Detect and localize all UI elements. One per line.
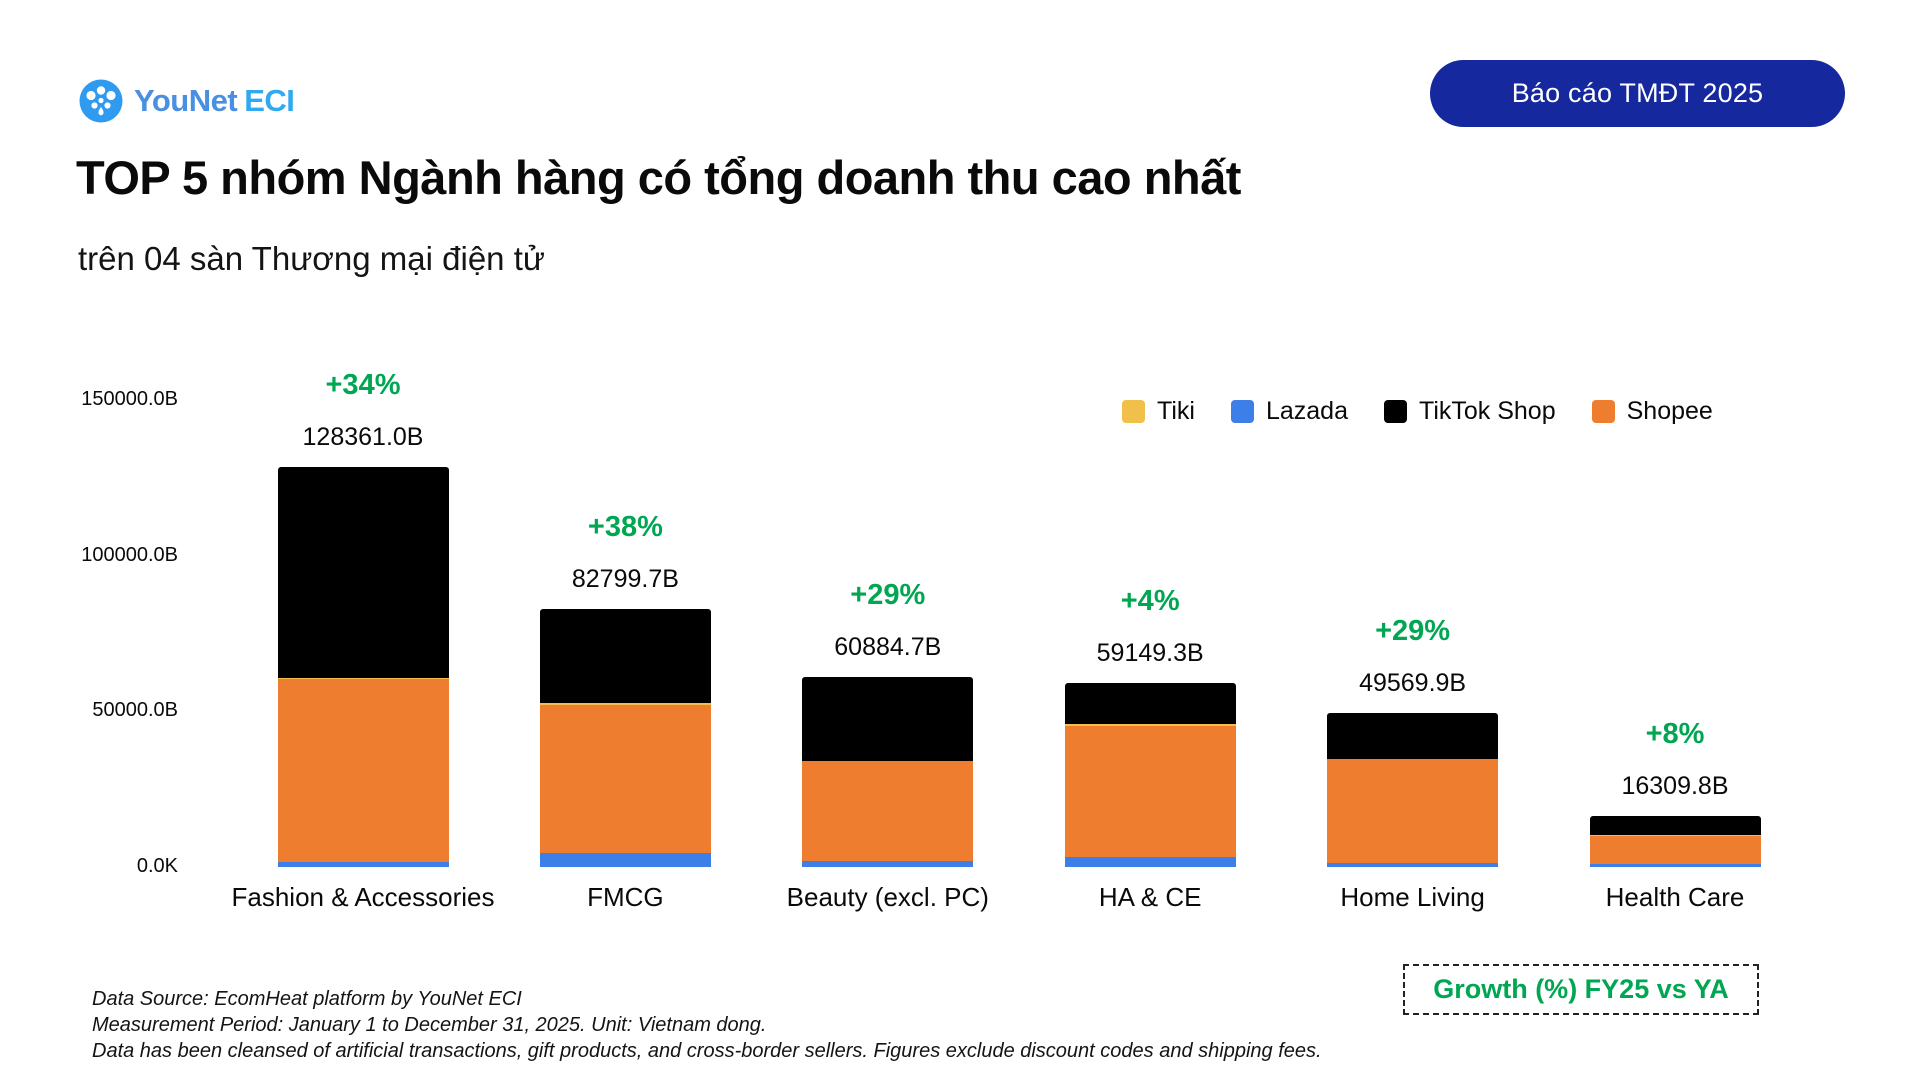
legend-item-tiktok-shop: TikTok Shop — [1383, 397, 1556, 426]
segment-tiki — [1589, 834, 1761, 836]
segment-shopee — [1327, 759, 1499, 863]
bar-growth-label: +29% — [850, 579, 926, 612]
segment-tiktok-shop — [802, 677, 974, 761]
segment-tiktok-shop — [1327, 712, 1499, 759]
bar-beauty-excl-pc- — [802, 677, 974, 867]
segment-tiktok-shop — [539, 609, 711, 704]
bar-total-label: 59149.3B — [1096, 638, 1204, 667]
x-axis-category-label: Health Care — [1605, 882, 1745, 912]
bar-fashion-accessories — [277, 467, 449, 867]
bar-growth-label: +8% — [1645, 718, 1705, 751]
x-axis-category-label: FMCG — [587, 882, 664, 912]
segment-lazada — [277, 862, 449, 867]
legend-label: Tiki — [1157, 397, 1195, 425]
x-axis-category-label: Home Living — [1340, 882, 1485, 912]
page-title: TOP 5 nhóm Ngành hàng có tổng doanh thu … — [76, 151, 1241, 204]
legend-label: Shopee — [1626, 397, 1713, 425]
legend-item-tiki: Tiki — [1122, 397, 1195, 426]
segment-lazada — [539, 853, 711, 867]
segment-shopee — [1064, 725, 1236, 858]
x-axis-category-label: Beauty (excl. PC) — [786, 882, 989, 912]
chart-legend: Tiki Lazada TikTok Shop Shopee — [1122, 397, 1713, 426]
segment-lazada — [1064, 857, 1236, 867]
legend-color-swatch — [1591, 400, 1615, 423]
bar-growth-label: +4% — [1120, 584, 1180, 617]
footnote-measurement-period: Measurement Period: January 1 to Decembe… — [92, 1014, 767, 1036]
x-axis-category-label: Fashion & Accessories — [231, 882, 495, 912]
segment-tiktok-shop — [1064, 682, 1236, 725]
bar-fmcg — [539, 609, 711, 867]
segment-tiktok-shop — [277, 467, 449, 678]
report-year-badge: Báo cáo TMĐT 2025 — [1430, 60, 1845, 127]
legend-item-lazada: Lazada — [1230, 397, 1348, 426]
segment-tiki — [802, 760, 974, 762]
y-axis-tick-label: 0.0K — [136, 855, 178, 877]
segment-tiki — [1327, 758, 1499, 760]
segment-lazada — [1589, 864, 1761, 867]
logo-wordmark: YouNet ECI — [134, 83, 295, 119]
segment-tiki — [277, 678, 449, 679]
legend-color-swatch — [1122, 400, 1145, 423]
bar-total-label: 16309.8B — [1621, 772, 1729, 801]
segment-tiki — [539, 703, 711, 706]
segment-shopee — [539, 705, 711, 854]
bar-ha-ce — [1064, 682, 1236, 867]
legend-label: TikTok Shop — [1418, 397, 1556, 425]
y-axis-tick-label: 100000.0B — [81, 543, 178, 566]
legend-item-shopee: Shopee — [1591, 397, 1713, 426]
segment-tiktok-shop — [1589, 816, 1761, 835]
segment-tiki — [1064, 724, 1236, 726]
bar-health-care — [1589, 816, 1761, 867]
segment-lazada — [1327, 862, 1499, 867]
segment-shopee — [277, 678, 449, 863]
bar-total-label: 128361.0B — [302, 423, 424, 452]
growth-annotation-box: Growth (%) FY25 vs YA — [1403, 964, 1759, 1015]
younet-eci-logo: YouNet ECI — [78, 78, 295, 124]
y-axis-tick-label: 50000.0B — [92, 699, 178, 722]
segment-shopee — [1589, 835, 1761, 865]
segment-lazada — [802, 861, 974, 867]
legend-label: Lazada — [1265, 397, 1348, 425]
bar-growth-label: +34% — [325, 369, 401, 402]
bar-total-label: 82799.7B — [571, 565, 679, 594]
page-subtitle: trên 04 sàn Thương mại điện tử — [78, 240, 545, 277]
logo-brand-text: YouNet — [134, 83, 238, 118]
y-axis-tick-label: 150000.0B — [81, 388, 178, 410]
footnote-data-cleansing: Data has been cleansed of artificial tra… — [92, 1040, 1322, 1062]
bar-home-living — [1327, 712, 1499, 867]
legend-color-swatch — [1230, 400, 1254, 423]
footnotes: Data Source: EcomHeat platform by YouNet… — [92, 986, 1322, 1064]
footnote-data-source: Data Source: EcomHeat platform by YouNet… — [92, 988, 522, 1010]
bar-growth-label: +38% — [587, 511, 663, 544]
logo-suffix-text: ECI — [244, 83, 295, 118]
bar-total-label: 49569.9B — [1359, 668, 1467, 697]
bar-growth-label: +29% — [1375, 614, 1451, 647]
x-axis-category-label: HA & CE — [1098, 882, 1202, 912]
younet-molecule-icon — [78, 78, 124, 124]
bar-total-label: 60884.7B — [834, 633, 942, 662]
segment-shopee — [802, 761, 974, 862]
legend-color-swatch — [1383, 400, 1407, 423]
